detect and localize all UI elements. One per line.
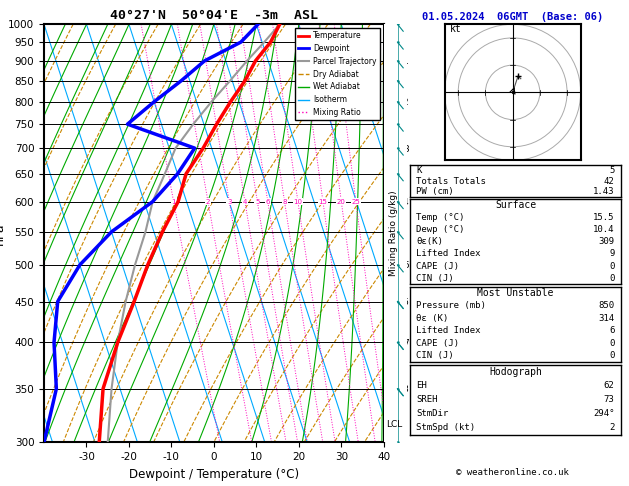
Text: 2: 2 — [206, 199, 210, 205]
Text: 1: 1 — [171, 199, 176, 205]
Text: 1.43: 1.43 — [593, 187, 615, 196]
Text: CAPE (J): CAPE (J) — [416, 261, 459, 271]
Text: K: K — [416, 166, 422, 175]
Text: 73: 73 — [604, 395, 615, 404]
Text: 6: 6 — [265, 199, 270, 205]
Text: 3: 3 — [227, 199, 231, 205]
Text: StmDir: StmDir — [416, 409, 448, 418]
Text: 8: 8 — [282, 199, 287, 205]
Text: 0: 0 — [609, 261, 615, 271]
Text: PW (cm): PW (cm) — [416, 187, 454, 196]
Text: 42: 42 — [604, 176, 615, 186]
Text: 309: 309 — [598, 237, 615, 246]
Text: 6: 6 — [609, 326, 615, 335]
Text: Totals Totals: Totals Totals — [416, 176, 486, 186]
Text: CIN (J): CIN (J) — [416, 351, 454, 360]
Text: © weatheronline.co.uk: © weatheronline.co.uk — [456, 468, 569, 477]
Text: 0: 0 — [609, 274, 615, 283]
Text: 10.4: 10.4 — [593, 225, 615, 234]
Text: Most Unstable: Most Unstable — [477, 288, 554, 298]
Text: 314: 314 — [598, 313, 615, 323]
Text: Dewp (°C): Dewp (°C) — [416, 225, 465, 234]
Text: Mixing Ratio (g/kg): Mixing Ratio (g/kg) — [389, 191, 398, 276]
Text: kt: kt — [450, 24, 462, 35]
Text: Surface: Surface — [495, 200, 536, 210]
X-axis label: Dewpoint / Temperature (°C): Dewpoint / Temperature (°C) — [129, 468, 299, 481]
Text: 9: 9 — [609, 249, 615, 259]
Text: 62: 62 — [604, 381, 615, 390]
Text: θε (K): θε (K) — [416, 313, 448, 323]
Text: 0: 0 — [609, 351, 615, 360]
Text: Temp (°C): Temp (°C) — [416, 213, 465, 222]
Text: 15.5: 15.5 — [593, 213, 615, 222]
Text: LCL: LCL — [386, 420, 403, 429]
Y-axis label: km
ASL: km ASL — [420, 233, 437, 253]
Text: 5: 5 — [609, 166, 615, 175]
Text: Lifted Index: Lifted Index — [416, 326, 481, 335]
Text: 01.05.2024  06GMT  (Base: 06): 01.05.2024 06GMT (Base: 06) — [422, 12, 603, 22]
Text: θε(K): θε(K) — [416, 237, 443, 246]
Text: 20: 20 — [337, 199, 346, 205]
Text: 10: 10 — [294, 199, 303, 205]
Text: CAPE (J): CAPE (J) — [416, 339, 459, 348]
Text: Hodograph: Hodograph — [489, 366, 542, 377]
Text: EH: EH — [416, 381, 427, 390]
Y-axis label: hPa: hPa — [0, 222, 6, 244]
Text: 850: 850 — [598, 301, 615, 310]
Title: 40°27'N  50°04'E  -3m  ASL: 40°27'N 50°04'E -3m ASL — [110, 9, 318, 22]
Text: Lifted Index: Lifted Index — [416, 249, 481, 259]
Text: 294°: 294° — [593, 409, 615, 418]
Text: 25: 25 — [352, 199, 360, 205]
Text: CIN (J): CIN (J) — [416, 274, 454, 283]
Text: 2: 2 — [609, 423, 615, 433]
Text: 15: 15 — [318, 199, 328, 205]
Text: 0: 0 — [609, 339, 615, 348]
Text: 5: 5 — [255, 199, 260, 205]
Text: 4: 4 — [243, 199, 247, 205]
Text: Pressure (mb): Pressure (mb) — [416, 301, 486, 310]
Text: SREH: SREH — [416, 395, 438, 404]
Text: StmSpd (kt): StmSpd (kt) — [416, 423, 476, 433]
Legend: Temperature, Dewpoint, Parcel Trajectory, Dry Adiabat, Wet Adiabat, Isotherm, Mi: Temperature, Dewpoint, Parcel Trajectory… — [295, 28, 380, 120]
